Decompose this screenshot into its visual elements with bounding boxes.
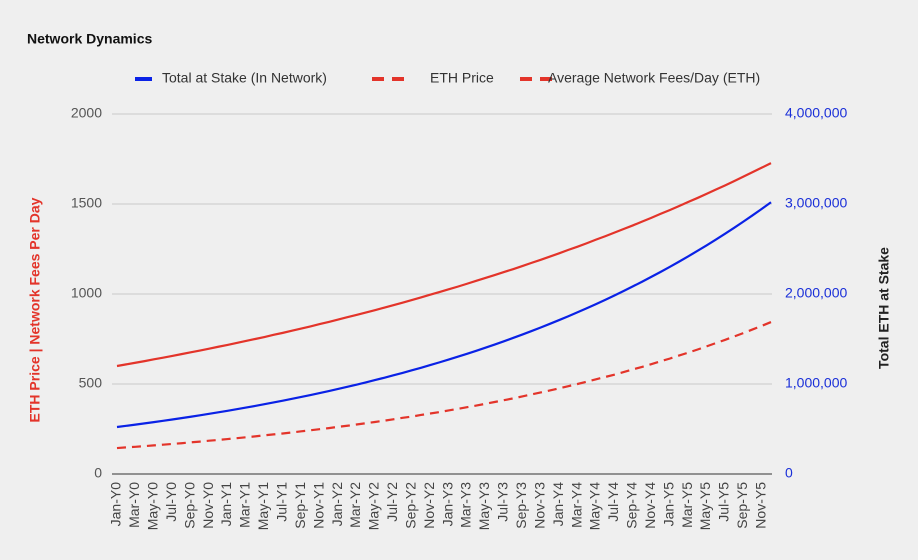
x-tick-label: Sep-Y1 (292, 482, 308, 529)
x-tick-label: Jan-Y0 (108, 482, 124, 527)
chart-title: Network Dynamics (27, 31, 152, 47)
x-tick-label: Sep-Y2 (402, 482, 418, 529)
y-tick-label: 0 (94, 465, 102, 481)
line-series (116, 201, 772, 429)
x-tick-label: Jul-Y0 (163, 482, 179, 522)
x-tick-label: Nov-Y5 (752, 482, 768, 529)
x-tick-label: May-Y2 (366, 482, 382, 530)
x-tick-label: May-Y3 (476, 482, 492, 530)
x-tick-label: May-Y1 (255, 482, 271, 530)
x-tick-label: Jul-Y2 (384, 482, 400, 522)
x-tick-label: Mar-Y4 (568, 482, 584, 528)
x-tick-label: Mar-Y1 (237, 482, 253, 528)
x-tick-label: May-Y0 (145, 482, 161, 530)
x-tick-label: Jul-Y1 (274, 482, 290, 522)
line-series (116, 321, 772, 450)
x-tick-label: Jan-Y2 (329, 482, 345, 527)
x-tick-label: Nov-Y0 (200, 482, 216, 529)
x-tick-label: Nov-Y2 (421, 482, 437, 529)
x-tick-label: Nov-Y1 (310, 482, 326, 529)
y-tick-label: 2000 (71, 105, 102, 121)
x-tick-label: Mar-Y0 (126, 482, 142, 528)
line-series (116, 162, 772, 368)
x-tick-label: Nov-Y4 (642, 482, 658, 529)
y2-tick-label: 0 (785, 465, 793, 481)
x-tick-label: Jul-Y3 (495, 482, 511, 522)
y2-tick-label: 1,000,000 (785, 375, 847, 391)
x-tick-label: Mar-Y2 (347, 482, 363, 528)
y-tick-label: 1000 (71, 285, 102, 301)
y2-tick-label: 4,000,000 (785, 105, 847, 121)
x-tick-label: Jan-Y3 (439, 482, 455, 527)
x-tick-label: Nov-Y3 (531, 482, 547, 529)
x-tick-label: Jan-Y1 (218, 482, 234, 527)
y2-axis-title: Total ETH at Stake (876, 247, 892, 369)
legend-label: Average Network Fees/Day (ETH) (548, 70, 760, 86)
x-tick-label: Jan-Y5 (660, 482, 676, 527)
x-tick-label: Mar-Y3 (458, 482, 474, 528)
x-tick-label: May-Y5 (697, 482, 713, 530)
y-tick-label: 500 (79, 375, 103, 391)
x-tick-label: May-Y4 (587, 482, 603, 530)
y-axis-title: ETH Price | Network Fees Per Day (27, 197, 43, 422)
y-tick-label: 1500 (71, 195, 102, 211)
legend-label: ETH Price (430, 70, 494, 86)
legend-label: Total at Stake (In Network) (162, 70, 327, 86)
x-tick-label: Jul-Y5 (716, 482, 732, 522)
x-tick-label: Sep-Y0 (181, 482, 197, 529)
x-tick-label: Jan-Y4 (550, 482, 566, 527)
x-tick-label: Sep-Y4 (624, 482, 640, 529)
x-tick-label: Mar-Y5 (679, 482, 695, 528)
y2-tick-label: 2,000,000 (785, 285, 847, 301)
x-tick-label: Sep-Y5 (734, 482, 750, 529)
x-tick-label: Jul-Y4 (605, 482, 621, 522)
x-tick-label: Sep-Y3 (513, 482, 529, 529)
y2-tick-label: 3,000,000 (785, 195, 847, 211)
